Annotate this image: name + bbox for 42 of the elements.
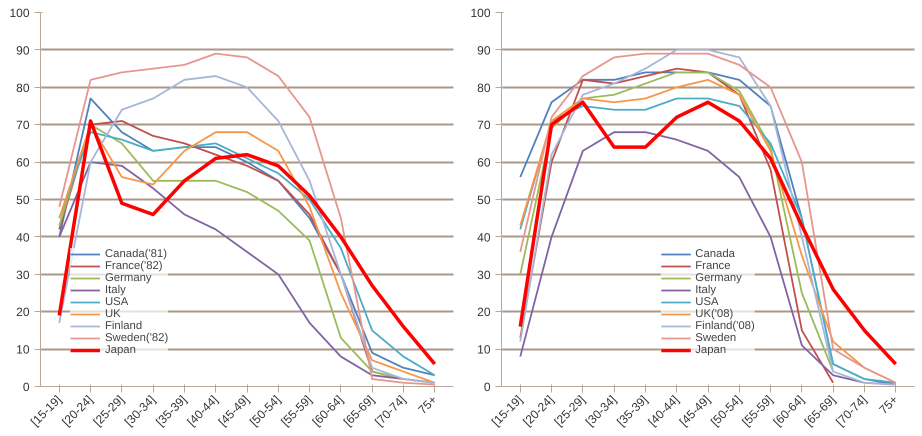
y-tick-label: 0 [22,380,30,394]
y-tick-label: 60 [16,156,30,170]
legend-label: Italy [105,284,126,296]
x-tick-label: 75+ [876,392,901,417]
legend-label: Sweden('82) [105,332,168,344]
y-tick-label: 20 [477,305,491,320]
legend-label: UK [105,308,122,320]
y-tick-label: 20 [16,305,30,320]
legend-label: Germany [695,272,742,284]
legend-label: Canada('81) [105,248,167,260]
legend-label: France('82) [105,260,163,272]
legend-label: USA [695,296,719,308]
legend-label: Finland('08) [695,320,755,332]
y-tick-label: 90 [16,43,30,58]
y-tick-label: 10 [477,342,491,357]
legend-label: Germany [105,272,152,284]
y-tick-label: 0 [484,380,491,394]
y-tick-label: 40 [477,230,491,244]
legend-label: UK('08) [695,308,734,320]
legend-label: Italy [695,284,716,296]
legend-label: Finland [105,320,142,332]
legend-label: Japan [105,344,136,356]
y-tick-label: 70 [16,118,30,132]
y-tick-label: 10 [16,342,30,357]
legend-label: Japan [695,344,726,356]
y-tick-label: 100 [470,6,491,20]
y-tick-label: 80 [16,80,30,95]
y-tick-label: 30 [16,268,30,282]
legend-label: France [695,260,731,272]
y-tick-label: 50 [16,193,30,207]
legend-label: Canada [695,248,735,260]
legend-label: Sweden [695,332,736,344]
y-tick-label: 30 [477,268,491,282]
y-tick-label: 100 [9,6,30,20]
y-tick-label: 80 [477,80,491,95]
legend-label: USA [105,296,128,308]
y-tick-label: 50 [477,193,491,207]
y-tick-label: 40 [16,230,30,244]
y-tick-label: 70 [477,118,491,132]
x-tick-label: 75+ [415,392,440,417]
y-tick-label: 60 [477,156,491,170]
y-tick-label: 90 [477,43,491,58]
